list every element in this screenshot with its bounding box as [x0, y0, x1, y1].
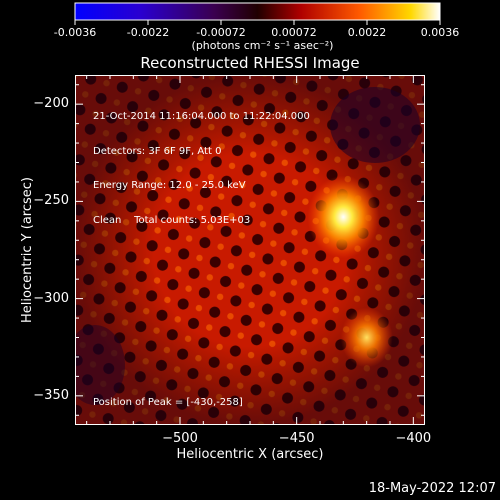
colorbar-tick-label: 0.00072: [271, 26, 317, 39]
clean-counts: Clean Total counts: 5.03E+03: [93, 214, 251, 226]
y-tick-label: −200: [33, 96, 69, 112]
footer-date: 18-May-2022 12:07: [368, 481, 496, 496]
y-tick-label: −350: [33, 387, 69, 403]
y-tick-label: −250: [33, 193, 69, 209]
colorbar-tick-label: -0.00072: [196, 26, 246, 39]
x-tick-label: −500: [162, 431, 198, 446]
colorbar-tick-label: -0.0036: [53, 26, 97, 39]
chart-title: Reconstructed RHESSI Image: [140, 54, 360, 72]
energy-range: Energy Range: 12.0 - 25.0 keV: [93, 180, 246, 191]
y-tick-label: −300: [33, 290, 69, 306]
y-axis-label: Heliocentric Y (arcsec): [20, 177, 35, 323]
colorbar-gradient: [74, 2, 441, 21]
heatmap-plot: [75, 75, 425, 425]
colorbar-units: (photons cm⁻² s⁻¹ asec⁻²): [191, 39, 334, 52]
colorbar: [74, 2, 441, 25]
source-blob: [307, 175, 380, 259]
detectors: Detectors: 3F 6F 9F, Att 0: [93, 145, 222, 157]
colorbar-tick-label: -0.0022: [126, 26, 170, 39]
colorbar-tick-label: 0.0022: [347, 26, 387, 39]
x-tick-label: −400: [395, 431, 432, 446]
peak-position: Position of Peak = [-430,-258]: [93, 397, 243, 408]
x-tick-label: −450: [278, 431, 315, 446]
colorbar-tick-label: 0.0036: [420, 26, 460, 39]
source-blob: [340, 307, 393, 368]
x-axis-label: Heliocentric X (arcsec): [176, 447, 324, 462]
info-block: 21-Oct-2014 11:16:04.000 to 11:22:04.000…: [93, 88, 310, 238]
time-range: 21-Oct-2014 11:16:04.000 to 11:22:04.000: [93, 111, 310, 122]
